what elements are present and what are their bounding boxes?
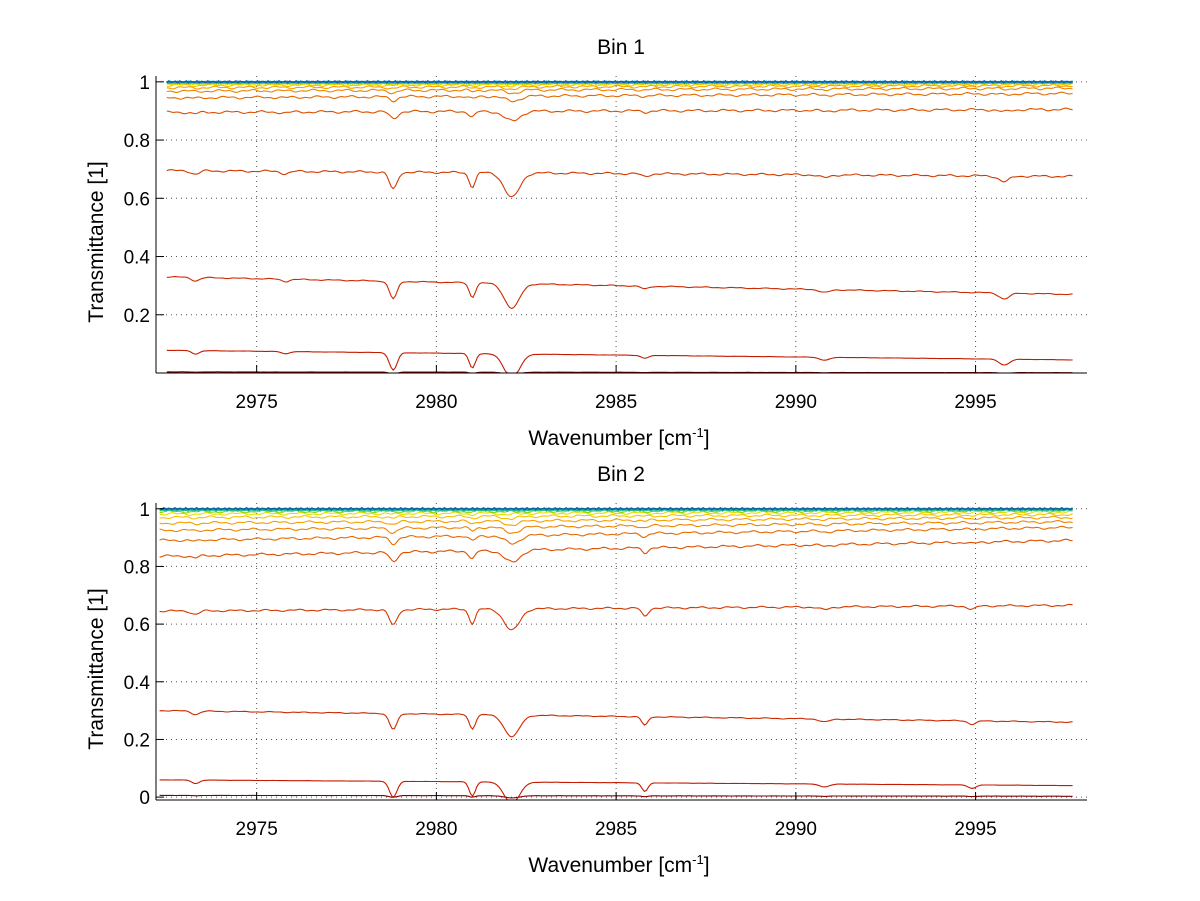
series-line <box>166 86 1073 95</box>
series-lines <box>159 506 1074 801</box>
series-line <box>159 506 1074 511</box>
x-tick-label: 2980 <box>415 392 457 413</box>
x-tick-label: 2975 <box>236 819 278 840</box>
x-axis-label: Wavenumber [cm-1] <box>528 852 709 877</box>
y-axis-label: Transmittance [1] <box>85 588 108 749</box>
series-line <box>166 276 1073 310</box>
series-line <box>159 603 1073 631</box>
x-tick-label: 2980 <box>415 819 457 840</box>
chart-title: Bin 1 <box>597 36 645 59</box>
x-tick-labels: 2975 2980 2985 2990 2995 <box>236 392 997 413</box>
x-tick-label: 2990 <box>775 819 817 840</box>
series-line <box>166 83 1073 91</box>
plot-area <box>156 76 1087 373</box>
series-line <box>159 538 1073 563</box>
series-line <box>166 91 1073 103</box>
plot-area <box>156 503 1087 800</box>
series-line <box>159 510 1073 517</box>
x-tick-label: 2995 <box>954 392 996 413</box>
series-line <box>159 512 1073 521</box>
x-axis-label: Wavenumber [cm-1] <box>528 425 709 450</box>
y-tick-label: 1 <box>139 73 150 94</box>
series-line <box>159 519 1073 535</box>
series-line <box>166 169 1073 198</box>
chart-panel-bin-1: Bin 1 2975 2980 2985 2990 2995 0.2 0.4 0.6 0.8 1… <box>85 36 1087 450</box>
x-tick-label: 2985 <box>595 819 637 840</box>
y-tick-label: 1 <box>139 500 150 521</box>
series-line <box>159 709 1073 738</box>
y-tick-label: 0.6 <box>124 615 150 636</box>
y-tick-label: 0.2 <box>124 306 150 327</box>
chart-title: Bin 2 <box>597 463 645 486</box>
axes <box>155 76 1087 374</box>
series-line <box>159 515 1073 527</box>
x-tick-label: 2990 <box>775 392 817 413</box>
y-tick-label: 0.8 <box>124 131 150 152</box>
series-line <box>166 80 1074 84</box>
y-tick-label: 0.4 <box>124 673 151 694</box>
series-line <box>159 525 1073 546</box>
x-tick-label: 2995 <box>954 819 996 840</box>
x-tick-label: 2975 <box>236 392 278 413</box>
series-line <box>159 779 1073 801</box>
series-line <box>166 107 1073 122</box>
y-tick-label: 0 <box>139 788 150 809</box>
axes <box>155 503 1087 801</box>
chart-panel-bin-2: Bin 2 2975 2980 2985 2990 2995 0 0.2 0.4 0.6 0.8… <box>85 463 1087 877</box>
x-tick-labels: 2975 2980 2985 2990 2995 <box>236 819 997 840</box>
y-tick-label: 0.8 <box>124 557 150 578</box>
series-line <box>166 349 1073 374</box>
y-tick-label: 0.6 <box>124 189 150 210</box>
y-tick-labels: 0.2 0.4 0.6 0.8 1 <box>124 73 151 327</box>
y-tick-label: 0.2 <box>124 730 150 751</box>
y-tick-label: 0.4 <box>124 248 151 269</box>
y-axis-label: Transmittance [1] <box>85 161 108 322</box>
y-tick-labels: 0 0.2 0.4 0.6 0.8 1 <box>124 500 151 809</box>
x-tick-label: 2985 <box>595 392 637 413</box>
